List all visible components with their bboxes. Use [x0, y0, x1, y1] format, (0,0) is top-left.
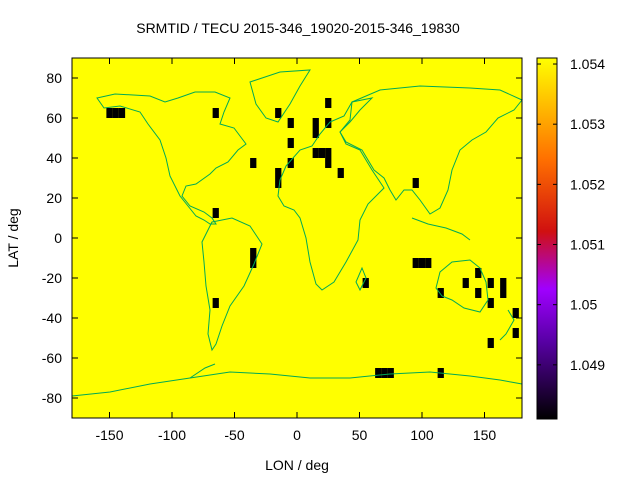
dark-cell: [312, 128, 319, 138]
y-tick-label: 20: [46, 190, 62, 206]
coastline-antarctic-peninsula: [189, 363, 216, 379]
dark-cell: [212, 298, 219, 308]
dark-cell: [106, 108, 113, 118]
dark-cell: [250, 258, 257, 268]
dark-cell: [212, 108, 219, 118]
coastline-indonesia: [411, 217, 471, 241]
dark-cell: [412, 258, 419, 268]
dark-cell: [212, 208, 219, 218]
dark-cell: [487, 338, 494, 348]
coastline-south-america: [201, 217, 263, 352]
y-tick-label: -60: [42, 350, 62, 366]
plot-background: [72, 58, 522, 418]
x-axis: -150 -100 -50 0 50 100 150: [95, 58, 496, 443]
dark-cell: [325, 158, 332, 168]
colorbar-tick-label: 1.051: [570, 237, 605, 253]
coastline-greenland: [249, 69, 311, 123]
dark-cell: [512, 308, 519, 318]
dark-cell: [325, 98, 332, 108]
dark-cell: [437, 288, 444, 298]
dark-cell: [287, 158, 294, 168]
dark-cell: [362, 278, 369, 288]
colorbar-tick-label: 1.052: [570, 176, 605, 192]
dark-cell: [487, 298, 494, 308]
dark-cell: [375, 368, 382, 378]
x-tick-label: 100: [410, 427, 434, 443]
colorbar-tick-label: 1.049: [570, 357, 605, 373]
dark-cell: [318, 148, 326, 158]
y-tick-label: -80: [42, 390, 62, 406]
y-axis-label: LAT / deg: [5, 208, 21, 267]
x-tick-label: -150: [95, 427, 123, 443]
dark-cell: [500, 278, 507, 288]
x-axis-label: LON / deg: [265, 457, 329, 473]
coastline-antarctica: [71, 371, 523, 397]
dark-cell: [475, 268, 482, 278]
dark-cell: [462, 278, 469, 288]
dark-cell: [312, 148, 319, 158]
x-tick-label: 150: [473, 427, 497, 443]
x-tick-label: 0: [293, 427, 301, 443]
dark-cell: [500, 288, 507, 298]
dark-cell: [387, 368, 394, 378]
y-tick-label: 60: [46, 110, 62, 126]
dark-cell: [250, 248, 257, 258]
dark-cell: [287, 118, 294, 128]
coastline-layer: [71, 69, 523, 397]
dark-cell: [337, 168, 344, 178]
x-tick-label: -100: [158, 427, 186, 443]
dark-cell: [275, 168, 282, 178]
dark-cell: [381, 368, 388, 378]
coastline-madagascar: [355, 266, 367, 292]
plot-area: -150 -100 -50 0 50 100 150 -80 -60 -40 -20 0 20 40 60…: [42, 57, 523, 443]
dark-cell: [275, 178, 282, 188]
coastline-africa-europe: [277, 97, 385, 291]
y-axis: -80 -60 -40 -20 0 20 40 60 80: [42, 70, 522, 406]
colorbar-ticks: 1.049 1.05 1.051 1.052 1.053 1.054: [537, 56, 605, 373]
x-tick-label: -50: [224, 427, 244, 443]
dark-cell: [325, 148, 332, 158]
coastline-new-zealand: [499, 309, 515, 341]
dark-cell: [325, 118, 332, 128]
y-tick-label: 40: [46, 150, 62, 166]
dark-cell: [487, 278, 494, 288]
x-tick-label: 50: [352, 427, 368, 443]
dark-cell: [118, 108, 126, 118]
colorbar-gradient: [537, 58, 557, 419]
y-tick-label: -20: [42, 270, 62, 286]
y-tick-label: 0: [54, 230, 62, 246]
dark-cell: [275, 108, 282, 118]
colorbar-frame: [536, 57, 558, 420]
dark-cell: [418, 258, 426, 268]
dark-cell: [512, 328, 519, 338]
coastline-north-america: [96, 91, 247, 225]
dark-cell: [312, 118, 319, 128]
dark-cell: [475, 288, 482, 298]
colorbar-tick-label: 1.053: [570, 116, 605, 132]
coastline-australia: [435, 259, 489, 313]
dark-cell: [250, 158, 257, 168]
y-tick-label: -40: [42, 310, 62, 326]
dark-cell: [425, 258, 432, 268]
dark-cell: [412, 178, 419, 188]
y-tick-label: 80: [46, 70, 62, 86]
dark-cell: [112, 108, 119, 118]
colorbar: 1.049 1.05 1.051 1.052 1.053 1.054: [536, 56, 605, 420]
colorbar-tick-label: 1.05: [570, 297, 597, 313]
coastline-asia: [339, 85, 523, 215]
chart-title: SRMTID / TECU 2015-346_19020-2015-346_19…: [136, 20, 460, 36]
colorbar-tick-label: 1.054: [570, 56, 605, 72]
dark-cell: [287, 138, 294, 148]
